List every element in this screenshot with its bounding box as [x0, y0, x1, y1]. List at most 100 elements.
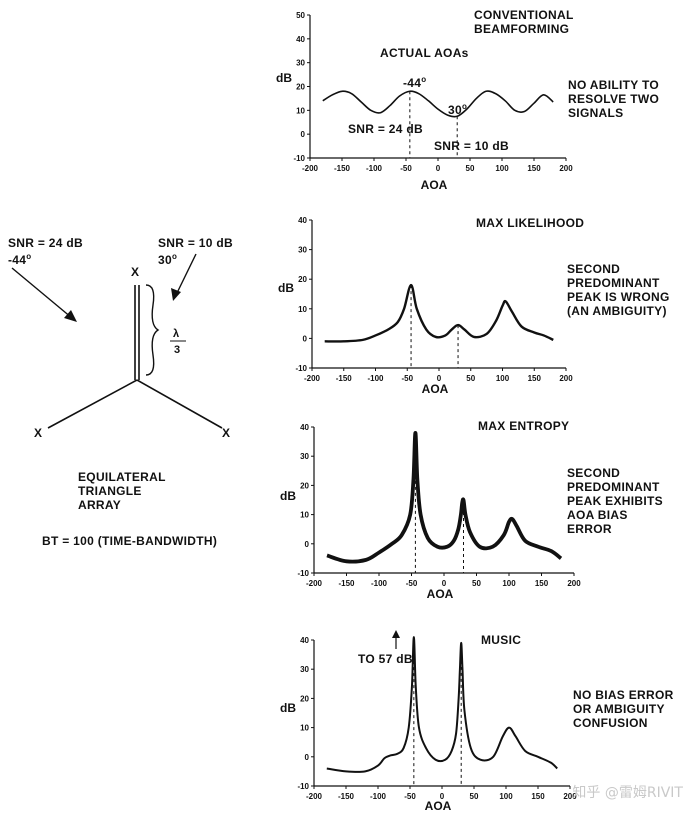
spacing-lambda: λ: [173, 328, 180, 340]
spacing-brace: [145, 284, 160, 376]
plot2-xtick-label: 200: [559, 374, 573, 383]
plot4-xtick-label: 50: [470, 792, 479, 801]
plot2-ytick-label: 20: [298, 275, 307, 284]
plot4-ytick-label: -10: [297, 782, 309, 791]
plot4-title: MUSIC: [481, 633, 522, 647]
plot2-xtick-label: -100: [367, 374, 384, 383]
plot1-xtick-label: -200: [302, 164, 319, 173]
plot1-xtick-label: -50: [400, 164, 412, 173]
plot4-ylabel: dB: [280, 701, 296, 715]
plot4-xtick-label: -100: [370, 792, 387, 801]
plot2-ytick-label: -10: [295, 364, 307, 373]
plot3-xtick-label: 150: [535, 579, 549, 588]
plot3-ytick-label: 0: [305, 540, 310, 549]
plot3-xtick-label: 100: [502, 579, 516, 588]
element-marker-right: X: [222, 426, 231, 440]
plot2-xtick-label: 100: [496, 374, 510, 383]
plot2-ytick-label: 0: [303, 334, 308, 343]
plot2-xtick-label: -50: [401, 374, 413, 383]
plot4-xtick-label: -200: [306, 792, 323, 801]
plot1-ytick-label: 10: [296, 106, 305, 115]
plot4-ytick-label: 30: [300, 665, 309, 674]
plot3-xtick-label: -150: [338, 579, 355, 588]
element-marker-top: X: [131, 265, 140, 279]
snr10-label: SNR = 10 dB: [434, 139, 509, 153]
plot2-xtick-label: 150: [528, 374, 542, 383]
plot2-spectrum-curve: [324, 283, 554, 343]
plot4-ytick-label: 20: [300, 694, 309, 703]
note-conventional: NO ABILITY TO RESOLVE TWO SIGNALS: [568, 78, 660, 120]
plot1-ytick-label: 0: [301, 130, 306, 139]
arrow-right-head: [171, 288, 181, 301]
array-arm-left: [47, 379, 138, 429]
plot4-ytick-label: 0: [305, 753, 310, 762]
plot1-ytick-label: 40: [296, 35, 305, 44]
plot3-ytick-label: 30: [300, 452, 309, 461]
plot2-xtick-label: -150: [336, 374, 353, 383]
peak-left-label: -44o: [403, 75, 427, 90]
plot3-xtick-label: -100: [371, 579, 388, 588]
plot1-xlabel: AOA: [421, 178, 448, 192]
note-max-likelihood: SECOND PREDOMINANT PEAK IS WRONG (AN AMBIGU…: [567, 262, 670, 318]
plot4-xtick-label: 150: [531, 792, 545, 801]
plot1-xtick-label: 0: [436, 164, 441, 173]
plot3-xtick-label: -50: [406, 579, 418, 588]
arrow-right-shaft: [175, 253, 197, 296]
plot2-xlabel: AOA: [422, 382, 449, 396]
plot4-xlabel: AOA: [425, 799, 452, 813]
plot2-ylabel: dB: [278, 281, 294, 295]
array-arm-right: [136, 379, 223, 429]
note-max-entropy: SECOND PREDOMINANT PEAK EXHIBITS AOA BIAS ER…: [567, 466, 663, 536]
plot4-xtick-label: -150: [338, 792, 355, 801]
plot1-xtick-label: 150: [527, 164, 541, 173]
plot4-xtick-label: 200: [563, 792, 577, 801]
plot3-xtick-label: 200: [567, 579, 581, 588]
plot3-xtick-label: 0: [442, 579, 447, 588]
plot3-xtick-label: 50: [472, 579, 481, 588]
plot3-xlabel: AOA: [427, 587, 454, 601]
bt-label: BT = 100 (TIME-BANDWIDTH): [42, 534, 218, 548]
plot4-xtick-label: -50: [404, 792, 416, 801]
peak-right-label: 30o: [448, 102, 468, 117]
plot4-xtick-label: 100: [499, 792, 513, 801]
actual-aoas-label: ACTUAL AOAs: [380, 46, 469, 60]
plot1-ylabel: dB: [276, 71, 292, 85]
plot1-title-line2: BEAMFORMING: [474, 22, 570, 36]
element-marker-left: X: [34, 426, 43, 440]
array-title-line1: EQUILATERAL: [78, 470, 166, 484]
plot1-xtick-label: 50: [466, 164, 475, 173]
array-title-line3: ARRAY: [78, 498, 122, 512]
plot1-title-line1: CONVENTIONAL: [474, 8, 574, 22]
plot2-title: MAX LIKELIHOOD: [476, 216, 585, 230]
arrow-left-shaft: [11, 267, 73, 319]
right-signal-angle: 30o: [158, 252, 178, 267]
spacing-three: 3: [174, 344, 181, 356]
watermark: 知乎 @雷姆RIVIT: [572, 785, 683, 801]
plot3-ytick-label: 10: [300, 511, 309, 520]
plot1-xtick-label: 200: [559, 164, 573, 173]
array-title-line2: TRIANGLE: [78, 484, 142, 498]
plot1-xtick-label: 100: [495, 164, 509, 173]
plot1-xtick-label: -100: [366, 164, 383, 173]
plot1-ytick-label: -10: [293, 154, 305, 163]
plot1-ytick-label: 20: [296, 83, 305, 92]
plot3-spectrum-curve: [326, 430, 563, 564]
plot2-xtick-label: 50: [466, 374, 475, 383]
plot2-ytick-label: 30: [298, 246, 307, 255]
to57-label: TO 57 dB: [358, 652, 413, 666]
plot3-ytick-label: 20: [300, 481, 309, 490]
plot4-spectrum-curve: [326, 636, 558, 773]
plot2-ytick-label: 40: [298, 216, 307, 225]
plot1-ytick-label: 50: [296, 11, 305, 20]
plot4-xtick-label: 0: [440, 792, 445, 801]
plot1-xtick-label: -150: [334, 164, 351, 173]
plot2-ytick-label: 10: [298, 305, 307, 314]
left-signal-snr: SNR = 24 dB: [8, 236, 83, 250]
snr24-label: SNR = 24 dB: [348, 122, 423, 136]
plot4-ytick-label: 10: [300, 724, 309, 733]
plot3-ylabel: dB: [280, 489, 296, 503]
plot1-spectrum-curve: [322, 90, 554, 118]
